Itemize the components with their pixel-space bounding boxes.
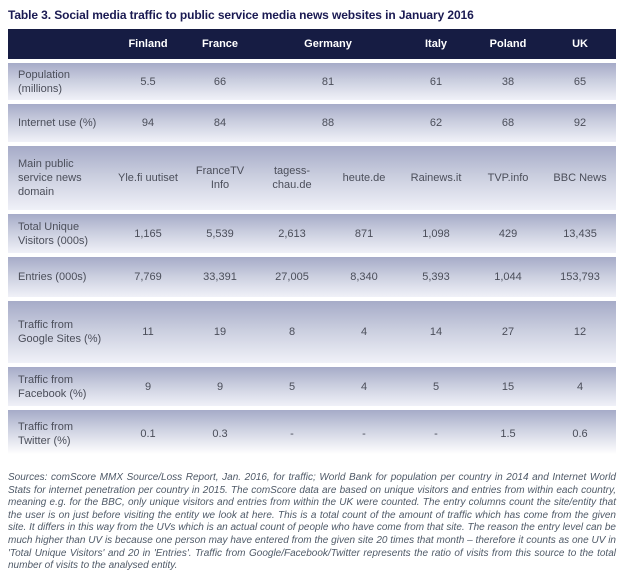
table-cell: FranceTV Info (184, 146, 256, 210)
table-cell: Rainews.it (400, 146, 473, 210)
row-label: Traffic from Twitter (%) (8, 410, 112, 458)
column-header-finland: Finland (112, 29, 184, 59)
table-title: Table 3. Social media traffic to public … (8, 8, 474, 22)
table-cell: 12 (544, 301, 617, 363)
table-cell: 4 (328, 301, 401, 363)
table-cell: 0.6 (544, 410, 617, 458)
table-cell: 1,044 (472, 257, 545, 297)
table-cell: 14 (400, 301, 473, 363)
table-cell: 0.1 (112, 410, 184, 458)
column-header-italy: Italy (400, 29, 473, 59)
table-cell: 1,165 (112, 214, 184, 253)
table-cell: 61 (400, 63, 473, 100)
column-header-poland: Poland (472, 29, 545, 59)
table-cell: 11 (112, 301, 184, 363)
row-label: Traffic from Google Sites (%) (8, 301, 112, 363)
row-internet-use: Internet use (%) 94 84 88 62 68 92 (8, 104, 617, 142)
table-cell: BBC News (544, 146, 617, 210)
table-cell: 8,340 (328, 257, 401, 297)
table-cell: 88 (256, 104, 401, 142)
table-cell: 8 (256, 301, 328, 363)
source-note: Sources: comScore MMX Source/Loss Report… (8, 472, 616, 572)
table-cell: 7,769 (112, 257, 184, 297)
table-cell: 4 (328, 367, 401, 406)
table-cell: 27,005 (256, 257, 328, 297)
country-header-row: Finland France Germany Italy Poland UK (8, 29, 617, 59)
table-cell: heute.de (328, 146, 401, 210)
row-news-domain: Main public service news domain Yle.fi u… (8, 146, 617, 210)
table-cell: 65 (544, 63, 617, 100)
table-cell: 27 (472, 301, 545, 363)
column-header-france: France (184, 29, 256, 59)
table-cell: 429 (472, 214, 545, 253)
table-cell: 2,613 (256, 214, 328, 253)
table-cell: 4 (544, 367, 617, 406)
table-cell: 15 (472, 367, 545, 406)
column-header-germany: Germany (256, 29, 401, 59)
table-cell: 5 (256, 367, 328, 406)
table-cell: 5,393 (400, 257, 473, 297)
table-cell: - (400, 410, 473, 458)
row-label: Total Unique Visitors (000s) (8, 214, 112, 253)
report-page: Table 3. Social media traffic to public … (8, 8, 617, 572)
row-label: Main public service news domain (8, 146, 112, 210)
table-cell: 19 (184, 301, 256, 363)
table-cell: 62 (400, 104, 473, 142)
table-cell: TVP.info (472, 146, 545, 210)
table-cell: - (328, 410, 401, 458)
table-cell: 9 (112, 367, 184, 406)
table-cell: 81 (256, 63, 401, 100)
row-traffic-twitter: Traffic from Twitter (%) 0.1 0.3 - - - 1… (8, 410, 617, 458)
table-cell: 33,391 (184, 257, 256, 297)
table-cell: 871 (328, 214, 401, 253)
table-cell: 84 (184, 104, 256, 142)
row-label: Traffic from Facebook (%) (8, 367, 112, 406)
table-cell: 5.5 (112, 63, 184, 100)
table-cell: 0.3 (184, 410, 256, 458)
social-media-traffic-table: Finland France Germany Italy Poland UK P… (8, 25, 617, 462)
row-label: Entries (000s) (8, 257, 112, 297)
table-cell: 92 (544, 104, 617, 142)
row-traffic-google: Traffic from Google Sites (%) 11 19 8 4 … (8, 301, 617, 363)
table-cell: 9 (184, 367, 256, 406)
table-cell: 66 (184, 63, 256, 100)
row-total-unique-visitors: Total Unique Visitors (000s) 1,165 5,539… (8, 214, 617, 253)
table-cell: 1,098 (400, 214, 473, 253)
table-cell: Yle.fi uutiset (112, 146, 184, 210)
row-label: Internet use (%) (8, 104, 112, 142)
row-label: Population (millions) (8, 63, 112, 100)
table-cell: 38 (472, 63, 545, 100)
table-cell: 5,539 (184, 214, 256, 253)
column-header-uk: UK (544, 29, 617, 59)
table-cell: 153,793 (544, 257, 617, 297)
table-cell: 94 (112, 104, 184, 142)
table-cell: tagess-chau.de (256, 146, 328, 210)
table-cell: 68 (472, 104, 545, 142)
table-cell: - (256, 410, 328, 458)
corner-cell (8, 29, 112, 59)
table-cell: 13,435 (544, 214, 617, 253)
table-cell: 1.5 (472, 410, 545, 458)
row-entries: Entries (000s) 7,769 33,391 27,005 8,340… (8, 257, 617, 297)
row-traffic-facebook: Traffic from Facebook (%) 9 9 5 4 5 15 4 (8, 367, 617, 406)
row-population: Population (millions) 5.5 66 81 61 38 65 (8, 63, 617, 100)
table-cell: 5 (400, 367, 473, 406)
